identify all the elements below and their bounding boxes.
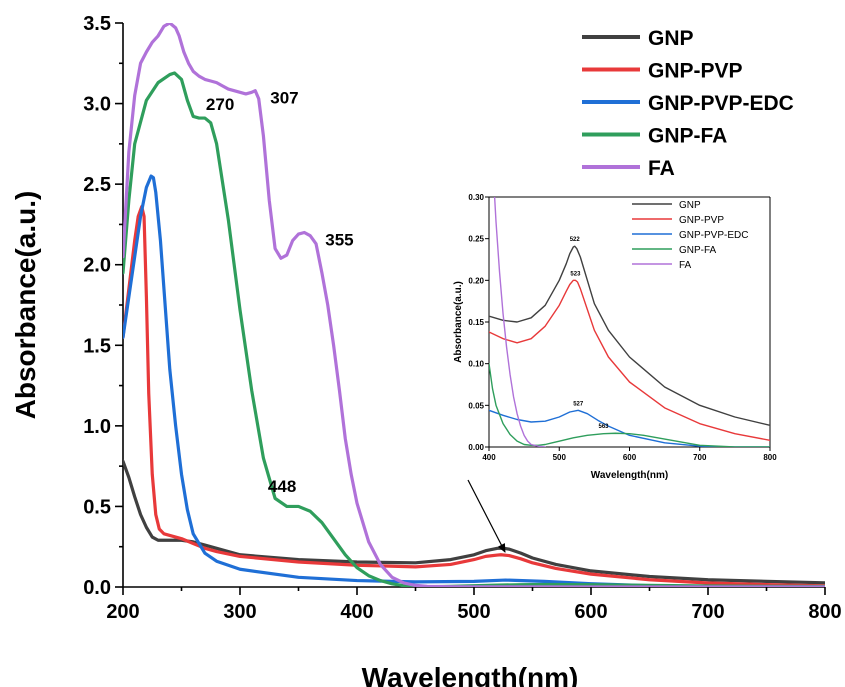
x-tick-label: 800 (808, 601, 841, 623)
series-line-gnp-pvp-edc (123, 174, 825, 587)
y-tick-label: 2.0 (83, 255, 111, 277)
main-plot: 200 300 400 500 600 700 800 0.0 0.5 1.0 1.5 2.0 2.5 3… (10, 13, 842, 687)
y-tick-label: 0.00 (468, 443, 484, 452)
y-tick-label: 0.0 (83, 577, 111, 599)
series-line-gnp (123, 459, 825, 585)
peak-label: 523 (570, 271, 581, 277)
y-axis-title: Absorbance(a.u.) (10, 191, 41, 420)
y-tick-label: 3.5 (83, 13, 111, 35)
y-tick-label: 1.5 (83, 335, 111, 357)
peak-label: 527 (573, 401, 584, 407)
series-line-gnp-pvp (489, 279, 770, 442)
y-tick-label: 0.20 (468, 276, 484, 285)
x-tick-label: 400 (482, 453, 496, 462)
x-axis-title: Wavelength(nm) (362, 662, 579, 687)
legend-label: FA (679, 260, 692, 271)
legend-label: GNP (648, 27, 694, 50)
y-tick-label: 0.05 (468, 401, 484, 410)
legend-label: GNP-PVP-EDC (679, 230, 748, 241)
y-tick-label: 0.15 (468, 318, 484, 327)
peak-label: 563 (598, 424, 609, 430)
peak-label: 307 (270, 89, 298, 108)
x-tick-label: 400 (340, 601, 373, 623)
x-tick-label: 800 (763, 453, 777, 462)
legend-label: GNP-PVP (648, 60, 743, 83)
series-line-gnp-pvp-edc (489, 409, 770, 447)
series-line-fa (123, 23, 825, 587)
y-tick-label: 0.25 (468, 235, 484, 244)
x-axis-title: Wavelength(nm) (591, 470, 668, 481)
x-tick-label: 200 (106, 601, 139, 623)
legend-label: FA (648, 157, 675, 180)
plot-area-background (489, 197, 770, 447)
inset-pointer-arrow (467, 479, 506, 553)
series-line-fa (493, 197, 546, 447)
x-tick-label: 300 (223, 601, 256, 623)
legend-label: GNP (679, 200, 701, 211)
x-tick-label: 600 (623, 453, 637, 462)
legend-label: GNP-PVP (679, 215, 724, 226)
x-tick-label: 500 (457, 601, 490, 623)
series-line-gnp-fa (123, 71, 825, 587)
inset-plot: 400 500 600 700 800 0.00 0.05 0.10 0.15 0.20 0.25 0… (453, 193, 777, 481)
y-tick-label: 0.30 (468, 193, 484, 202)
legend-label: GNP-PVP-EDC (648, 92, 794, 115)
x-tick-label: 500 (553, 453, 567, 462)
x-tick-label: 600 (574, 601, 607, 623)
y-tick-label: 2.5 (83, 174, 111, 196)
y-tick-label: 0.10 (468, 360, 484, 369)
y-tick-label: 1.0 (83, 416, 111, 438)
series-line-gnp (489, 245, 770, 427)
x-tick-label: 700 (693, 453, 707, 462)
y-axis-title: Absorbance(a.u.) (453, 281, 464, 363)
series-line-gnp-pvp (123, 205, 825, 587)
x-tick-label: 700 (691, 601, 724, 623)
legend: GNP GNP-PVP GNP-PVP-EDC GNP-FA FA (632, 200, 748, 271)
series-line-gnp-fa (489, 362, 770, 447)
peak-label: 270 (206, 95, 234, 114)
legend: GNP GNP-PVP GNP-PVP-EDC GNP-FA FA (582, 27, 794, 180)
peak-label: 448 (268, 477, 296, 496)
legend-label: GNP-FA (679, 245, 717, 256)
peak-label: 522 (570, 237, 581, 243)
legend-label: GNP-FA (648, 125, 727, 148)
y-tick-label: 3.0 (83, 94, 111, 116)
series-group (489, 197, 770, 447)
y-tick-label: 0.5 (83, 496, 111, 518)
peak-label: 355 (325, 230, 353, 249)
series-group (123, 23, 825, 587)
